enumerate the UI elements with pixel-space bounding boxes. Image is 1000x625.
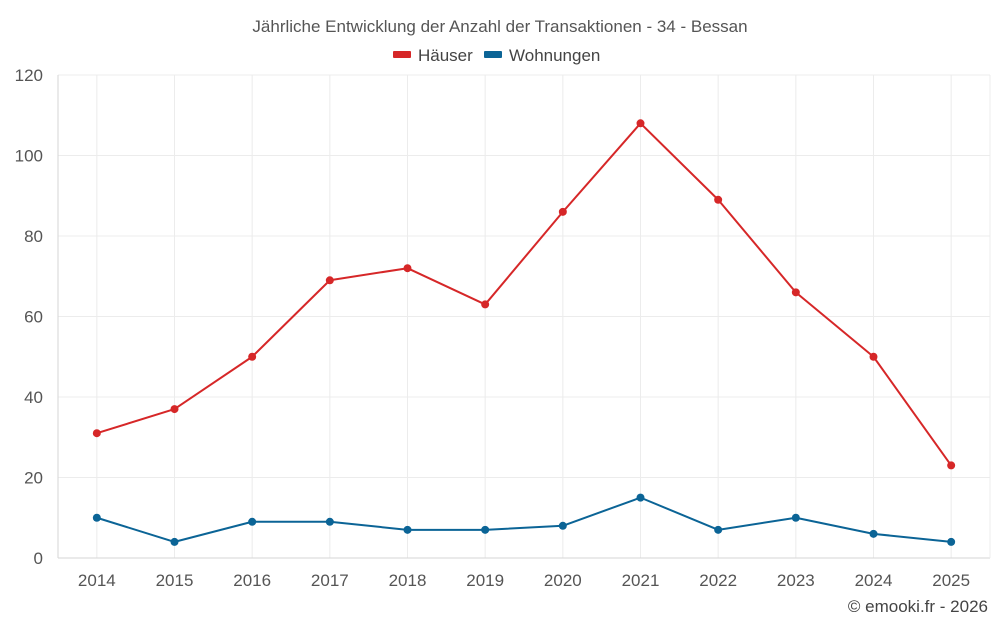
x-tick-label: 2023 — [777, 571, 815, 590]
y-tick-label: 60 — [24, 308, 43, 327]
y-tick-label: 0 — [34, 549, 43, 568]
x-tick-label: 2016 — [233, 571, 271, 590]
data-point-wohnungen — [403, 525, 412, 534]
x-axis: 2014 2015 2016 2017 2018 2019 2020 2021 2022 2023… — [78, 571, 970, 590]
data-point-hauser — [869, 352, 878, 361]
data-point-wohnungen — [481, 525, 490, 534]
data-point-wohnungen — [325, 517, 334, 526]
x-tick-label: 2022 — [699, 571, 737, 590]
data-point-wohnungen — [714, 525, 723, 534]
data-point-hauser — [481, 300, 490, 309]
data-point-wohnungen — [558, 521, 567, 530]
y-tick-label: 40 — [24, 388, 43, 407]
x-tick-label: 2020 — [544, 571, 582, 590]
data-point-wohnungen — [869, 529, 878, 538]
data-point-hauser — [636, 119, 645, 128]
gridlines — [57, 74, 991, 559]
legend-swatch-hauser — [393, 51, 411, 58]
data-point-hauser — [791, 288, 800, 297]
data-point-hauser — [947, 461, 956, 470]
x-tick-label: 2024 — [855, 571, 893, 590]
series-layer — [92, 119, 956, 546]
x-tick-label: 2017 — [311, 571, 349, 590]
x-tick-label: 2018 — [389, 571, 427, 590]
data-point-wohnungen — [248, 517, 257, 526]
y-tick-label: 120 — [15, 66, 43, 85]
data-point-wohnungen — [947, 537, 956, 546]
x-tick-label: 2019 — [466, 571, 504, 590]
data-point-hauser — [403, 264, 412, 273]
data-point-hauser — [714, 195, 723, 204]
data-point-wohnungen — [170, 537, 179, 546]
data-point-hauser — [92, 429, 101, 438]
data-point-wohnungen — [791, 513, 800, 522]
y-tick-label: 20 — [24, 469, 43, 488]
data-point-wohnungen — [92, 513, 101, 522]
legend-swatch-wohnungen — [484, 51, 502, 58]
series-line-hauser — [96, 122, 952, 467]
y-tick-label: 80 — [24, 227, 43, 246]
x-tick-label: 2021 — [622, 571, 660, 590]
data-point-hauser — [325, 276, 334, 285]
data-point-hauser — [558, 207, 567, 216]
copyright-notice: © emooki.fr - 2026 — [847, 597, 988, 616]
legend: Häuser Wohnungen — [393, 46, 600, 65]
data-point-hauser — [170, 405, 179, 414]
series-line-wohnungen — [96, 496, 952, 543]
x-tick-label: 2015 — [156, 571, 194, 590]
legend-label-wohnungen: Wohnungen — [509, 46, 600, 65]
chart-title: Jährliche Entwicklung der Anzahl der Tra… — [252, 17, 747, 36]
data-point-wohnungen — [636, 493, 645, 502]
x-tick-label: 2014 — [78, 571, 116, 590]
data-point-hauser — [248, 352, 257, 361]
legend-label-hauser: Häuser — [418, 46, 473, 65]
y-axis: 0 20 40 60 80 100 120 — [15, 66, 43, 568]
x-tick-label: 2025 — [932, 571, 970, 590]
y-tick-label: 100 — [15, 147, 43, 166]
